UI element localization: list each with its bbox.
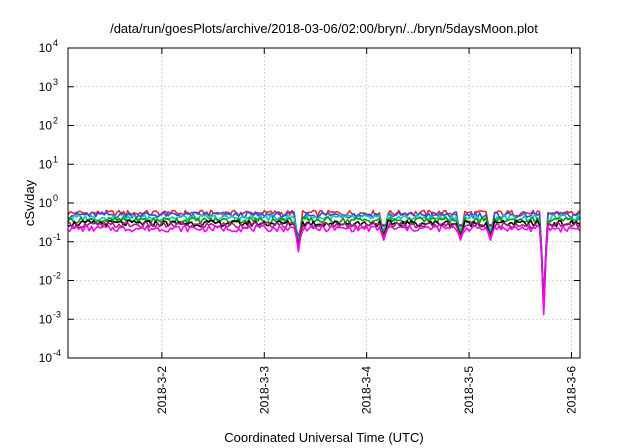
x-tick-label: 2018-3-2 xyxy=(155,366,169,414)
plot-area xyxy=(67,209,581,316)
series-line xyxy=(67,219,581,311)
series-line xyxy=(67,224,581,316)
series-line xyxy=(67,216,581,308)
y-tick-label: 10-2 xyxy=(39,271,61,288)
y-tick-label: 10-4 xyxy=(39,348,61,365)
y-tick-label: 10-1 xyxy=(39,232,61,249)
y-tick-label: 101 xyxy=(39,154,58,171)
series-line xyxy=(67,221,581,312)
y-tick-label: 104 xyxy=(39,38,58,55)
y-axis: 104 103 102 101 100 10-1 10-2 10-3 10-4 xyxy=(39,38,580,365)
y-axis-label: cSv/day xyxy=(22,179,37,226)
x-axis: 2018-3-2 2018-3-3 2018-3-4 2018-3-5 2018-3-6 xyxy=(155,48,578,414)
x-tick-label: 2018-3-5 xyxy=(462,366,476,414)
y-tick-label: 100 xyxy=(39,193,58,210)
y-tick-label: 102 xyxy=(39,116,58,133)
y-tick-label: 10-3 xyxy=(39,309,61,326)
series-line xyxy=(67,211,581,302)
x-tick-label: 2018-3-6 xyxy=(564,366,578,414)
x-tick-label: 2018-3-3 xyxy=(257,366,271,414)
x-tick-label: 2018-3-4 xyxy=(360,366,374,414)
grid xyxy=(68,48,580,358)
y-tick-label: 103 xyxy=(39,77,58,94)
x-axis-label: Coordinated Universal Time (UTC) xyxy=(224,430,423,445)
chart-title: /data/run/goesPlots/archive/2018-03-06/0… xyxy=(110,21,538,36)
